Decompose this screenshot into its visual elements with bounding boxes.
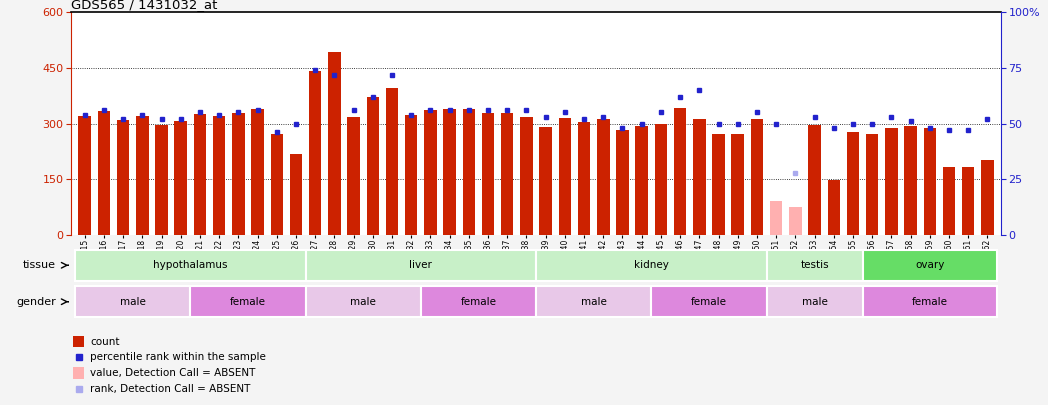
Bar — [943, 167, 955, 235]
Bar — [306, 250, 536, 281]
Text: tissue: tissue — [23, 260, 56, 270]
Bar — [770, 202, 783, 235]
Bar — [306, 286, 421, 317]
Bar — [405, 115, 417, 235]
Bar — [863, 286, 997, 317]
Bar — [328, 52, 341, 235]
Bar — [651, 286, 766, 317]
Bar — [73, 336, 84, 347]
Bar — [367, 97, 379, 235]
Bar — [536, 286, 651, 317]
Bar — [655, 124, 668, 235]
Bar — [540, 127, 552, 235]
Text: female: female — [230, 297, 266, 307]
Bar — [175, 121, 187, 235]
Text: value, Detection Call = ABSENT: value, Detection Call = ABSENT — [90, 368, 256, 378]
Bar — [559, 118, 571, 235]
Bar — [155, 126, 168, 235]
Bar — [191, 286, 306, 317]
Bar — [386, 87, 398, 235]
Bar — [289, 154, 302, 235]
Text: testis: testis — [801, 260, 829, 270]
Bar — [828, 180, 840, 235]
Bar — [981, 160, 994, 235]
Bar — [97, 111, 110, 235]
Bar — [424, 110, 437, 235]
Text: kidney: kidney — [634, 260, 669, 270]
Bar — [750, 119, 763, 235]
Bar — [136, 116, 149, 235]
Bar — [732, 134, 744, 235]
Bar — [766, 250, 863, 281]
Text: ovary: ovary — [915, 260, 944, 270]
Bar — [309, 71, 322, 235]
Bar — [79, 116, 91, 235]
Bar — [766, 286, 863, 317]
Bar — [232, 113, 244, 235]
Bar — [536, 250, 766, 281]
Bar — [693, 119, 705, 235]
Bar — [347, 117, 359, 235]
Bar — [962, 167, 975, 235]
Bar — [616, 130, 629, 235]
Bar — [923, 128, 936, 235]
Bar — [520, 117, 532, 235]
Bar — [886, 128, 897, 235]
Bar — [75, 250, 306, 281]
Text: male: male — [581, 297, 607, 307]
Text: female: female — [691, 297, 727, 307]
Bar — [73, 367, 84, 379]
Bar — [194, 114, 206, 235]
Text: hypothalamus: hypothalamus — [153, 260, 227, 270]
Text: female: female — [912, 297, 947, 307]
Bar — [904, 126, 917, 235]
Bar — [462, 109, 475, 235]
Text: male: male — [119, 297, 146, 307]
Bar — [421, 286, 536, 317]
Bar — [213, 116, 225, 235]
Bar — [847, 132, 859, 235]
Bar — [117, 120, 129, 235]
Text: liver: liver — [410, 260, 432, 270]
Bar — [501, 113, 514, 235]
Text: count: count — [90, 337, 119, 347]
Bar — [75, 286, 191, 317]
Bar — [789, 207, 802, 235]
Bar — [597, 119, 610, 235]
Bar — [674, 108, 686, 235]
Text: gender: gender — [16, 297, 56, 307]
Bar — [443, 109, 456, 235]
Text: female: female — [460, 297, 497, 307]
Bar — [270, 134, 283, 235]
Bar — [577, 122, 590, 235]
Bar — [252, 109, 264, 235]
Text: rank, Detection Call = ABSENT: rank, Detection Call = ABSENT — [90, 384, 250, 394]
Bar — [863, 250, 997, 281]
Bar — [866, 134, 878, 235]
Bar — [713, 134, 725, 235]
Text: male: male — [350, 297, 376, 307]
Bar — [808, 125, 821, 235]
Text: percentile rank within the sample: percentile rank within the sample — [90, 352, 266, 362]
Text: GDS565 / 1431032_at: GDS565 / 1431032_at — [71, 0, 218, 11]
Bar — [635, 126, 648, 235]
Bar — [482, 113, 495, 235]
Text: male: male — [802, 297, 828, 307]
